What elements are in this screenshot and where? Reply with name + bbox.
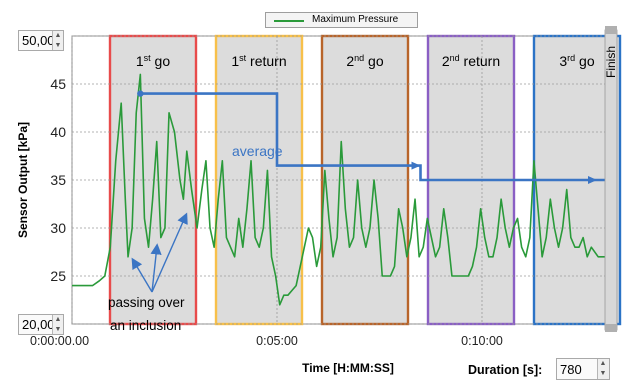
y-max-up-icon[interactable]: ▲ [54,32,62,39]
y-min-spinner[interactable]: 20,00 ▲ ▼ [18,314,64,335]
duration-down-icon[interactable]: ▼ [599,370,607,377]
x-tick-label-2: 0:10:00 [461,334,503,348]
y-min-value: 20,00 [22,317,55,332]
y-max-down-icon[interactable]: ▼ [54,41,62,49]
average-arrow-2 [588,176,597,184]
y-max-spinner[interactable]: 50,00 ▲ ▼ [18,30,64,51]
average-start-point [137,90,144,97]
inclusion-arrow-2 [150,243,162,293]
legend-swatch-maximum-pressure [274,20,304,22]
phase-label-5: 3rd go [559,53,594,69]
finish-handle-top [605,26,617,34]
y-min-down-icon[interactable]: ▼ [54,325,62,333]
y-max-spin-buttons: ▲ ▼ [52,31,63,50]
series-average [137,90,605,184]
inclusion-arrow-3 [151,212,188,293]
inclusion-label-line2: an inclusion [110,318,181,333]
y-max-value: 50,00 [22,33,55,48]
y-tick-label-40: 40 [50,124,66,140]
inclusion-arrow-1 [131,257,153,293]
line-maximum-pressure [72,73,605,306]
x-axis-label: Time [H:MM:SS] [302,361,394,375]
finish-label: Finish [604,46,618,78]
x-tick-label-0: 0:00:00.00 [30,334,89,348]
y-tick-label-35: 35 [50,172,66,188]
duration-up-icon[interactable]: ▲ [599,360,607,367]
duration-label: Duration [s]: [468,363,543,377]
y-tick-label-30: 30 [50,220,66,236]
annotations: average passing over an inclusion [108,143,283,333]
line-average [140,92,605,182]
phase-labels: 1st go 1st return 2nd go 2nd return 3rd go [136,53,595,69]
duration-spinner[interactable]: 780 ▲ ▼ [556,358,610,380]
series-maximum-pressure [72,73,605,306]
y-tick-label-45: 45 [50,76,66,92]
legend: Maximum Pressure [265,12,418,28]
duration-value: 780 [560,362,582,377]
y-min-spin-buttons: ▲ ▼ [52,315,63,334]
average-label: average [232,143,283,159]
y-min-up-icon[interactable]: ▲ [54,316,62,323]
grid-lines [71,35,605,325]
phase-label-4: 2nd return [442,53,500,69]
average-arrow-1 [411,161,421,170]
y-axis-label: Sensor Output [kPa] [16,122,30,238]
phase-band-2 [216,36,302,324]
inclusion-label-line1: passing over [108,295,185,310]
phase-label-1: 1st go [136,53,170,69]
y-tick-label-25: 25 [50,268,66,284]
legend-label-maximum-pressure: Maximum Pressure [312,14,399,25]
phase-label-3: 2nd go [346,53,383,69]
axes: 25 30 35 40 45 0:00:00.00 0:05:00 0:10:00 Sensor… [16,76,503,375]
finish-handle-bottom [605,324,617,332]
finish-marker[interactable]: Finish [604,26,618,332]
phase-label-2: 1st return [231,53,286,69]
duration-spin-buttons: ▲ ▼ [597,359,609,379]
x-tick-label-1: 0:05:00 [256,334,298,348]
